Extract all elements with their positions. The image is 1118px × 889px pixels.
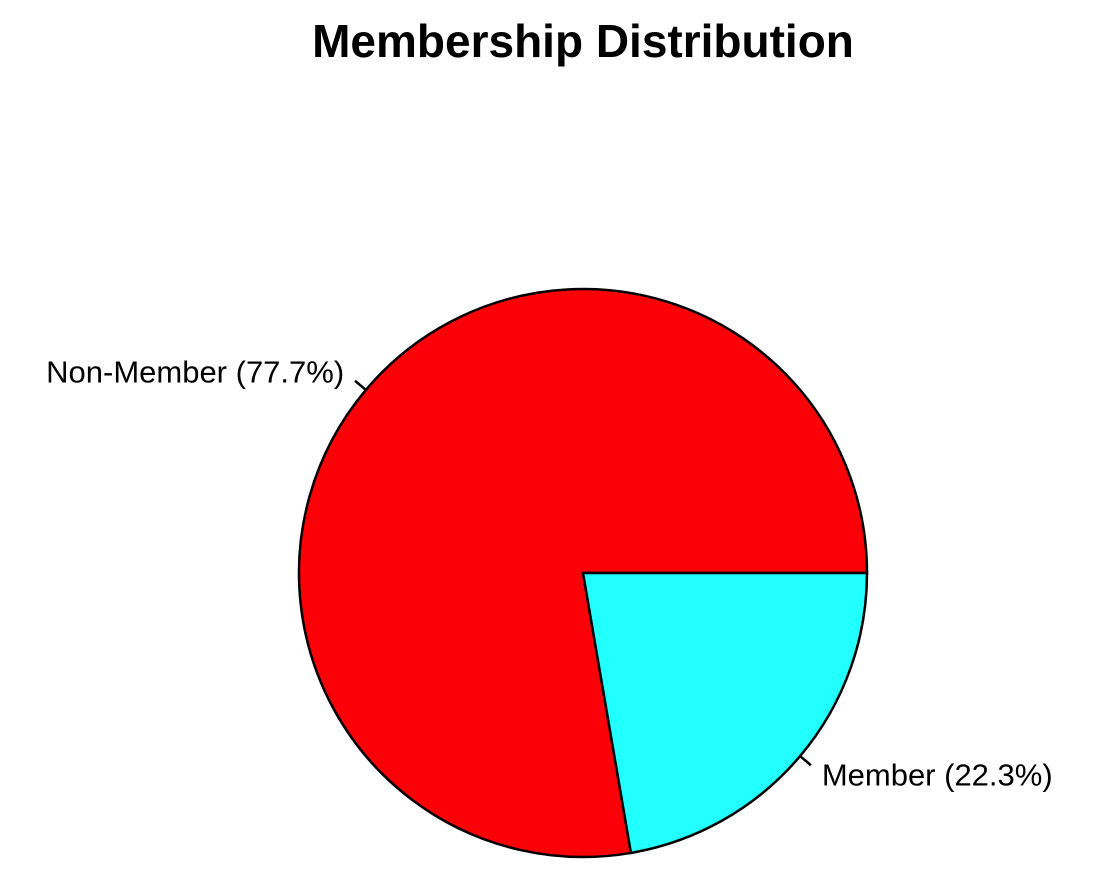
pie-slices	[297, 287, 869, 859]
leader-line	[799, 755, 812, 767]
leader-line	[354, 379, 367, 391]
pie-labels: Non-Member (77.7%) Member (22.3%)	[46, 355, 1053, 793]
slice-label: Non-Member (77.7%)	[46, 355, 344, 390]
slice-label: Member (22.3%)	[822, 757, 1053, 792]
pie-slice-member	[581, 571, 869, 855]
chart-title: Membership Distribution	[312, 15, 854, 67]
